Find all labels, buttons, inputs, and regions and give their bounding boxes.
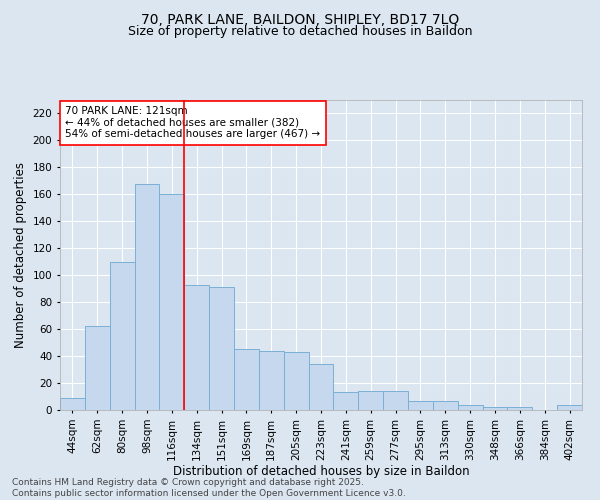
Bar [433, 400, 458, 410]
Bar [234, 350, 259, 410]
Bar [408, 400, 433, 410]
Bar [134, 184, 160, 410]
Bar [259, 350, 284, 410]
Bar [557, 404, 582, 410]
Bar [334, 392, 358, 410]
Bar [184, 284, 209, 410]
Text: Contains HM Land Registry data © Crown copyright and database right 2025.
Contai: Contains HM Land Registry data © Crown c… [12, 478, 406, 498]
Bar [160, 194, 184, 410]
Bar [358, 391, 383, 410]
Bar [209, 288, 234, 410]
Bar [308, 364, 334, 410]
Bar [383, 391, 408, 410]
Text: 70 PARK LANE: 121sqm
← 44% of detached houses are smaller (382)
54% of semi-deta: 70 PARK LANE: 121sqm ← 44% of detached h… [65, 106, 320, 140]
Text: Size of property relative to detached houses in Baildon: Size of property relative to detached ho… [128, 25, 472, 38]
Bar [60, 398, 85, 410]
Bar [482, 408, 508, 410]
Text: 70, PARK LANE, BAILDON, SHIPLEY, BD17 7LQ: 70, PARK LANE, BAILDON, SHIPLEY, BD17 7L… [141, 12, 459, 26]
Bar [284, 352, 308, 410]
X-axis label: Distribution of detached houses by size in Baildon: Distribution of detached houses by size … [173, 466, 469, 478]
Bar [508, 408, 532, 410]
Bar [85, 326, 110, 410]
Bar [458, 404, 482, 410]
Bar [110, 262, 134, 410]
Y-axis label: Number of detached properties: Number of detached properties [14, 162, 27, 348]
